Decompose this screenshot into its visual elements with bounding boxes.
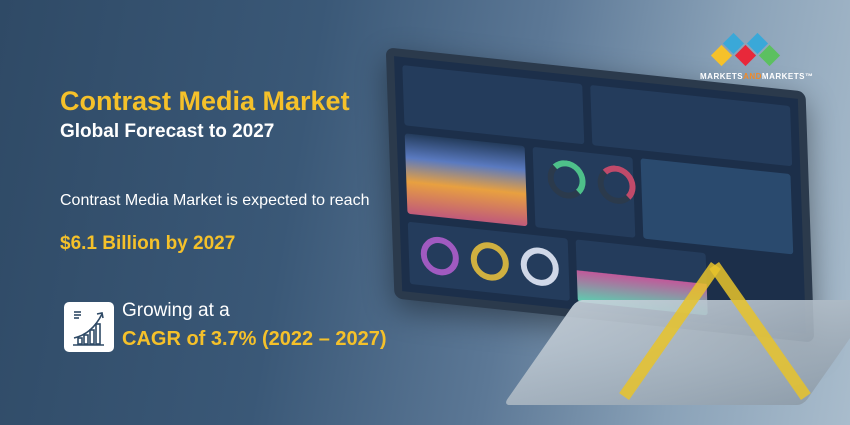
laptop-dashboard-image [385,47,815,343]
logo-text: MARKETSANDMARKETS™ [700,72,814,81]
page-title: Contrast Media Market [60,86,350,116]
growth-label: Growing at a [122,300,230,321]
logo: MARKETSANDMARKETS™ [700,32,840,81]
cagr-value: CAGR of 3.7% (2022 – 2027) [122,328,387,350]
subtitle: Global Forecast to 2027 [60,121,275,142]
expectation-text: Contrast Media Market is expected to rea… [60,192,370,209]
market-value: $6.1 Billion by 2027 [60,233,236,254]
growth-chart-icon [64,302,114,352]
